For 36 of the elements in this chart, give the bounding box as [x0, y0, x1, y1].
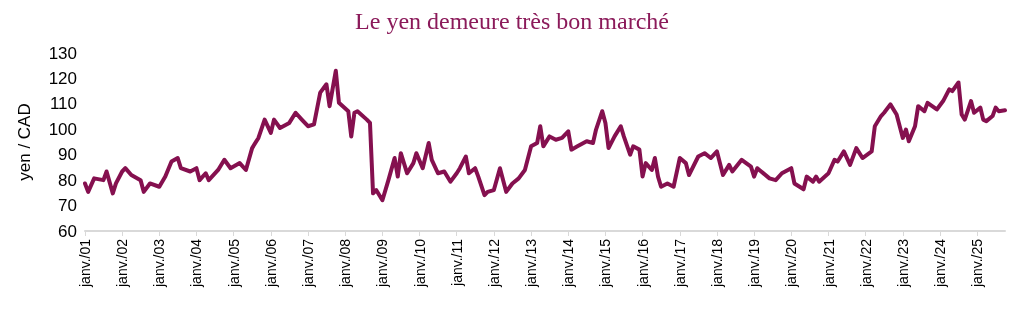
x-tick-label: janv./04 — [188, 238, 205, 288]
y-tick-label: 70 — [58, 196, 77, 216]
x-tick-label: janv./13 — [523, 238, 540, 288]
x-tick-label: janv./09 — [374, 238, 391, 288]
x-tick-label: janv./06 — [262, 238, 279, 288]
y-tick-label: 130 — [48, 43, 77, 63]
y-tick-label: 60 — [58, 221, 77, 241]
x-tick-label: janv./01 — [77, 238, 93, 288]
y-axis-title: yen / CAD — [15, 103, 34, 181]
y-tick-label: 120 — [48, 68, 77, 88]
x-tick-label: janv./12 — [485, 238, 502, 288]
line-series — [83, 68, 1007, 203]
x-tick-label: janv./07 — [300, 238, 316, 288]
chart-title: Le yen demeure très bon marché — [355, 8, 669, 34]
x-tick-label: janv./24 — [931, 238, 948, 288]
y-tick-label: 110 — [49, 94, 77, 114]
x-tick-label: janv./23 — [894, 238, 911, 288]
x-tick-label: janv./21 — [820, 238, 837, 288]
y-tick-label: 80 — [58, 170, 77, 190]
x-tick-label: janv./22 — [857, 238, 874, 288]
y-tick-label: 100 — [48, 119, 77, 139]
x-tick-label: janv./14 — [560, 238, 577, 288]
x-tick-label: janv./11 — [448, 238, 465, 287]
x-tick-label: janv./02 — [114, 238, 131, 288]
x-tick-label: janv./20 — [783, 238, 800, 288]
x-tick-label: janv./18 — [708, 238, 725, 288]
x-tick-label: janv./19 — [746, 238, 763, 288]
x-tick-label: janv./17 — [671, 238, 688, 288]
x-tick-label: janv./08 — [337, 238, 354, 288]
x-tick-label: janv./10 — [411, 238, 428, 288]
y-tick-label: 90 — [58, 145, 77, 165]
x-tick-label: janv./15 — [597, 238, 614, 288]
x-tick-label: janv./16 — [634, 238, 651, 288]
x-tick-label: janv./05 — [225, 238, 242, 288]
x-tick-label: janv./25 — [969, 238, 986, 288]
x-tick-label: janv./03 — [151, 238, 168, 288]
